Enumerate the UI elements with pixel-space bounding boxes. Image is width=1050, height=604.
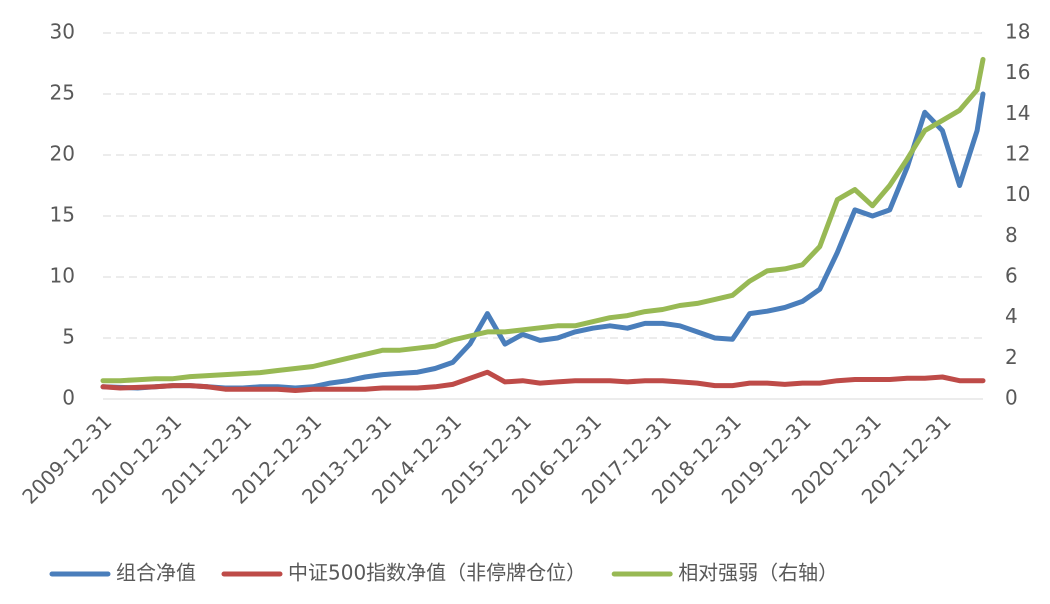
y2-tick-label: 10 [1005,182,1030,206]
legend-label: 相对强弱（右轴） [678,561,838,585]
y2-tick-label: 8 [1005,223,1018,247]
series-line [100,369,986,393]
y2-tick-label: 18 [1005,20,1030,44]
y2-tick-label: 12 [1005,142,1030,166]
y2-tick-label: 6 [1005,264,1018,288]
y2-tick-label: 14 [1005,101,1030,125]
y-tick-label: 15 [50,203,75,227]
legend-label: 中证500指数净值（非停牌仓位） [288,561,586,585]
series-line [100,56,986,384]
y2-tick-label: 4 [1005,304,1018,328]
legend: 组合净值 中证500指数净值（非停牌仓位） 相对强弱（右轴） [49,561,838,585]
y-tick-label: 20 [50,142,75,166]
y-tick-label: 10 [50,264,75,288]
y-tick-label: 5 [62,325,75,349]
y-tick-label: 30 [50,20,75,44]
legend-label: 组合净值 [116,561,196,585]
y2-tick-label: 0 [1005,386,1018,410]
y-tick-label: 25 [50,81,75,105]
y2-tick-label: 16 [1005,60,1030,84]
y2-tick-label: 2 [1005,345,1018,369]
series-line [100,91,986,391]
y-tick-label: 0 [62,386,75,410]
